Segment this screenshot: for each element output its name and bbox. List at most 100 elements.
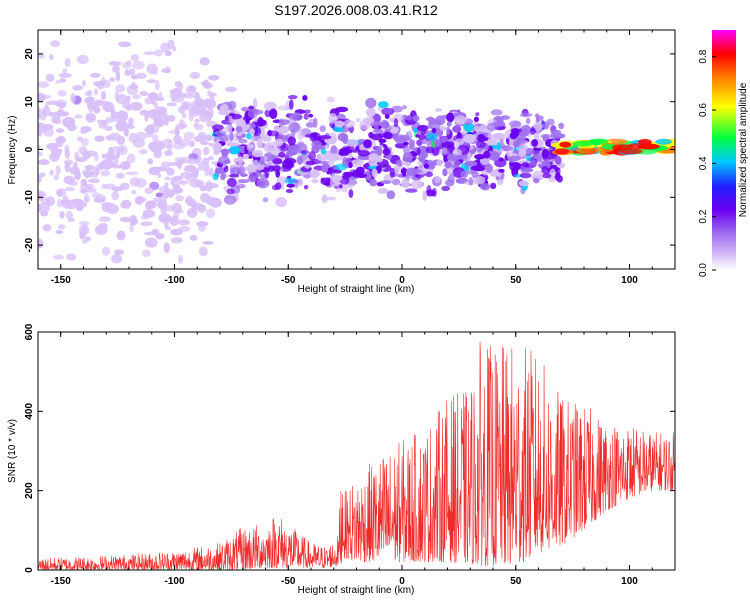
heatmap-cell <box>178 180 189 185</box>
heatmap-cell <box>391 178 401 186</box>
heatmap-cell <box>335 186 341 193</box>
heatmap-cell <box>81 224 88 233</box>
heatmap-cell <box>537 157 542 162</box>
heatmap-cell <box>178 156 192 164</box>
heatmap-cell <box>287 136 296 146</box>
heatmap-cell <box>436 159 443 167</box>
colorbar: 0.0 0.2 0.4 0.6 0.8 Normalized spectral ampl… <box>698 30 749 277</box>
heatmap-cell <box>340 187 348 193</box>
heatmap-cell <box>416 124 429 132</box>
heatmap-cell <box>188 110 194 122</box>
heatmap-cell <box>86 150 97 157</box>
heatmap-cell <box>478 125 488 132</box>
heatmap-cell <box>463 133 476 144</box>
heatmap-cell <box>170 177 175 187</box>
y-tick-label: 400 <box>24 403 35 420</box>
heatmap-cell <box>294 179 299 189</box>
heatmap-cell <box>183 131 195 141</box>
heatmap-cell <box>172 175 183 181</box>
heatmap-cell <box>285 189 294 193</box>
heatmap-cell <box>124 69 131 76</box>
heatmap-cell <box>167 114 176 122</box>
heatmap-cell <box>146 63 158 74</box>
heatmap-cell <box>402 105 407 110</box>
heatmap-cell <box>165 189 175 198</box>
heatmap-cell <box>91 192 101 199</box>
heatmap-cell <box>371 168 378 178</box>
heatmap-cell <box>152 96 165 102</box>
heatmap-cell <box>446 121 452 127</box>
heatmap-cell <box>141 249 151 257</box>
heatmap-cell <box>84 97 94 105</box>
heatmap-cell <box>391 105 403 113</box>
heatmap-cell <box>282 159 294 169</box>
spectrogram-x-ticks: -150 -100 -50 0 50 100 <box>37 30 676 286</box>
heatmap-cell <box>225 86 237 93</box>
heatmap-cell <box>105 159 110 170</box>
heatmap-cell <box>74 170 81 181</box>
heatmap-cell <box>246 151 254 157</box>
heatmap-cell <box>303 113 309 120</box>
heatmap-cell <box>146 79 157 84</box>
heatmap-cell <box>206 92 218 97</box>
heatmap-cell <box>303 185 309 190</box>
heatmap-cell <box>85 183 94 190</box>
heatmap-cell <box>206 107 214 117</box>
colorbar-tick-label: 0.0 <box>698 263 709 277</box>
heatmap-cell <box>50 148 63 154</box>
heatmap-cell <box>147 158 154 165</box>
heatmap-cell <box>221 169 226 180</box>
heatmap-cell <box>72 85 83 91</box>
heatmap-cell <box>64 123 73 128</box>
heatmap-cell <box>467 152 472 160</box>
heatmap-cell <box>321 194 328 203</box>
heatmap-cell <box>305 121 316 128</box>
heatmap-cell <box>203 98 211 103</box>
heatmap-cell <box>316 153 325 161</box>
heatmap-cell <box>453 112 460 117</box>
heatmap-cell <box>348 161 353 169</box>
heatmap-cell <box>171 237 183 244</box>
heatmap-cell <box>109 77 116 82</box>
heatmap-cell <box>73 161 78 170</box>
heatmap-cell <box>66 253 77 261</box>
heatmap-cell <box>184 101 193 111</box>
heatmap-cell <box>279 119 290 125</box>
colorbar-label: Normalized spectral amplitude <box>738 82 749 217</box>
colorbar-tick-label: 0.4 <box>698 156 709 170</box>
heatmap-cell <box>499 143 506 149</box>
heatmap-cell <box>546 159 551 169</box>
heatmap-cell <box>187 207 198 218</box>
heatmap-cell <box>110 111 123 119</box>
heatmap-cell <box>130 54 139 62</box>
x-tick-label: -100 <box>164 576 184 587</box>
heatmap-cell <box>300 150 310 155</box>
heatmap-cell <box>311 179 319 184</box>
heatmap-cell <box>475 140 486 149</box>
heatmap-cell <box>111 190 119 201</box>
heatmap-cell <box>224 115 230 121</box>
heatmap-cell <box>102 79 111 88</box>
heatmap-cell <box>422 190 427 201</box>
heatmap-cell <box>223 165 229 173</box>
y-tick-label: -10 <box>24 190 35 205</box>
heatmap-cell <box>421 139 427 145</box>
heatmap-cell <box>153 49 163 57</box>
heatmap-cell <box>365 107 376 118</box>
heatmap-cell <box>62 68 68 74</box>
heatmap-cell <box>114 249 124 255</box>
heatmap-cell <box>189 140 195 148</box>
snr-xlabel: Height of straight line (km) <box>298 585 415 596</box>
heatmap-cell <box>189 71 200 80</box>
heatmap-cell <box>389 125 399 134</box>
heatmap-cell <box>431 187 437 197</box>
heatmap-cell <box>575 147 599 154</box>
heatmap-cell <box>79 129 88 134</box>
heatmap-cell <box>404 115 413 121</box>
heatmap-cell <box>85 112 97 123</box>
heatmap-cell <box>473 116 479 123</box>
heatmap-cell <box>78 221 90 226</box>
heatmap-cell <box>321 166 327 173</box>
heatmap-cell <box>152 134 159 142</box>
heatmap-cell <box>470 165 477 171</box>
